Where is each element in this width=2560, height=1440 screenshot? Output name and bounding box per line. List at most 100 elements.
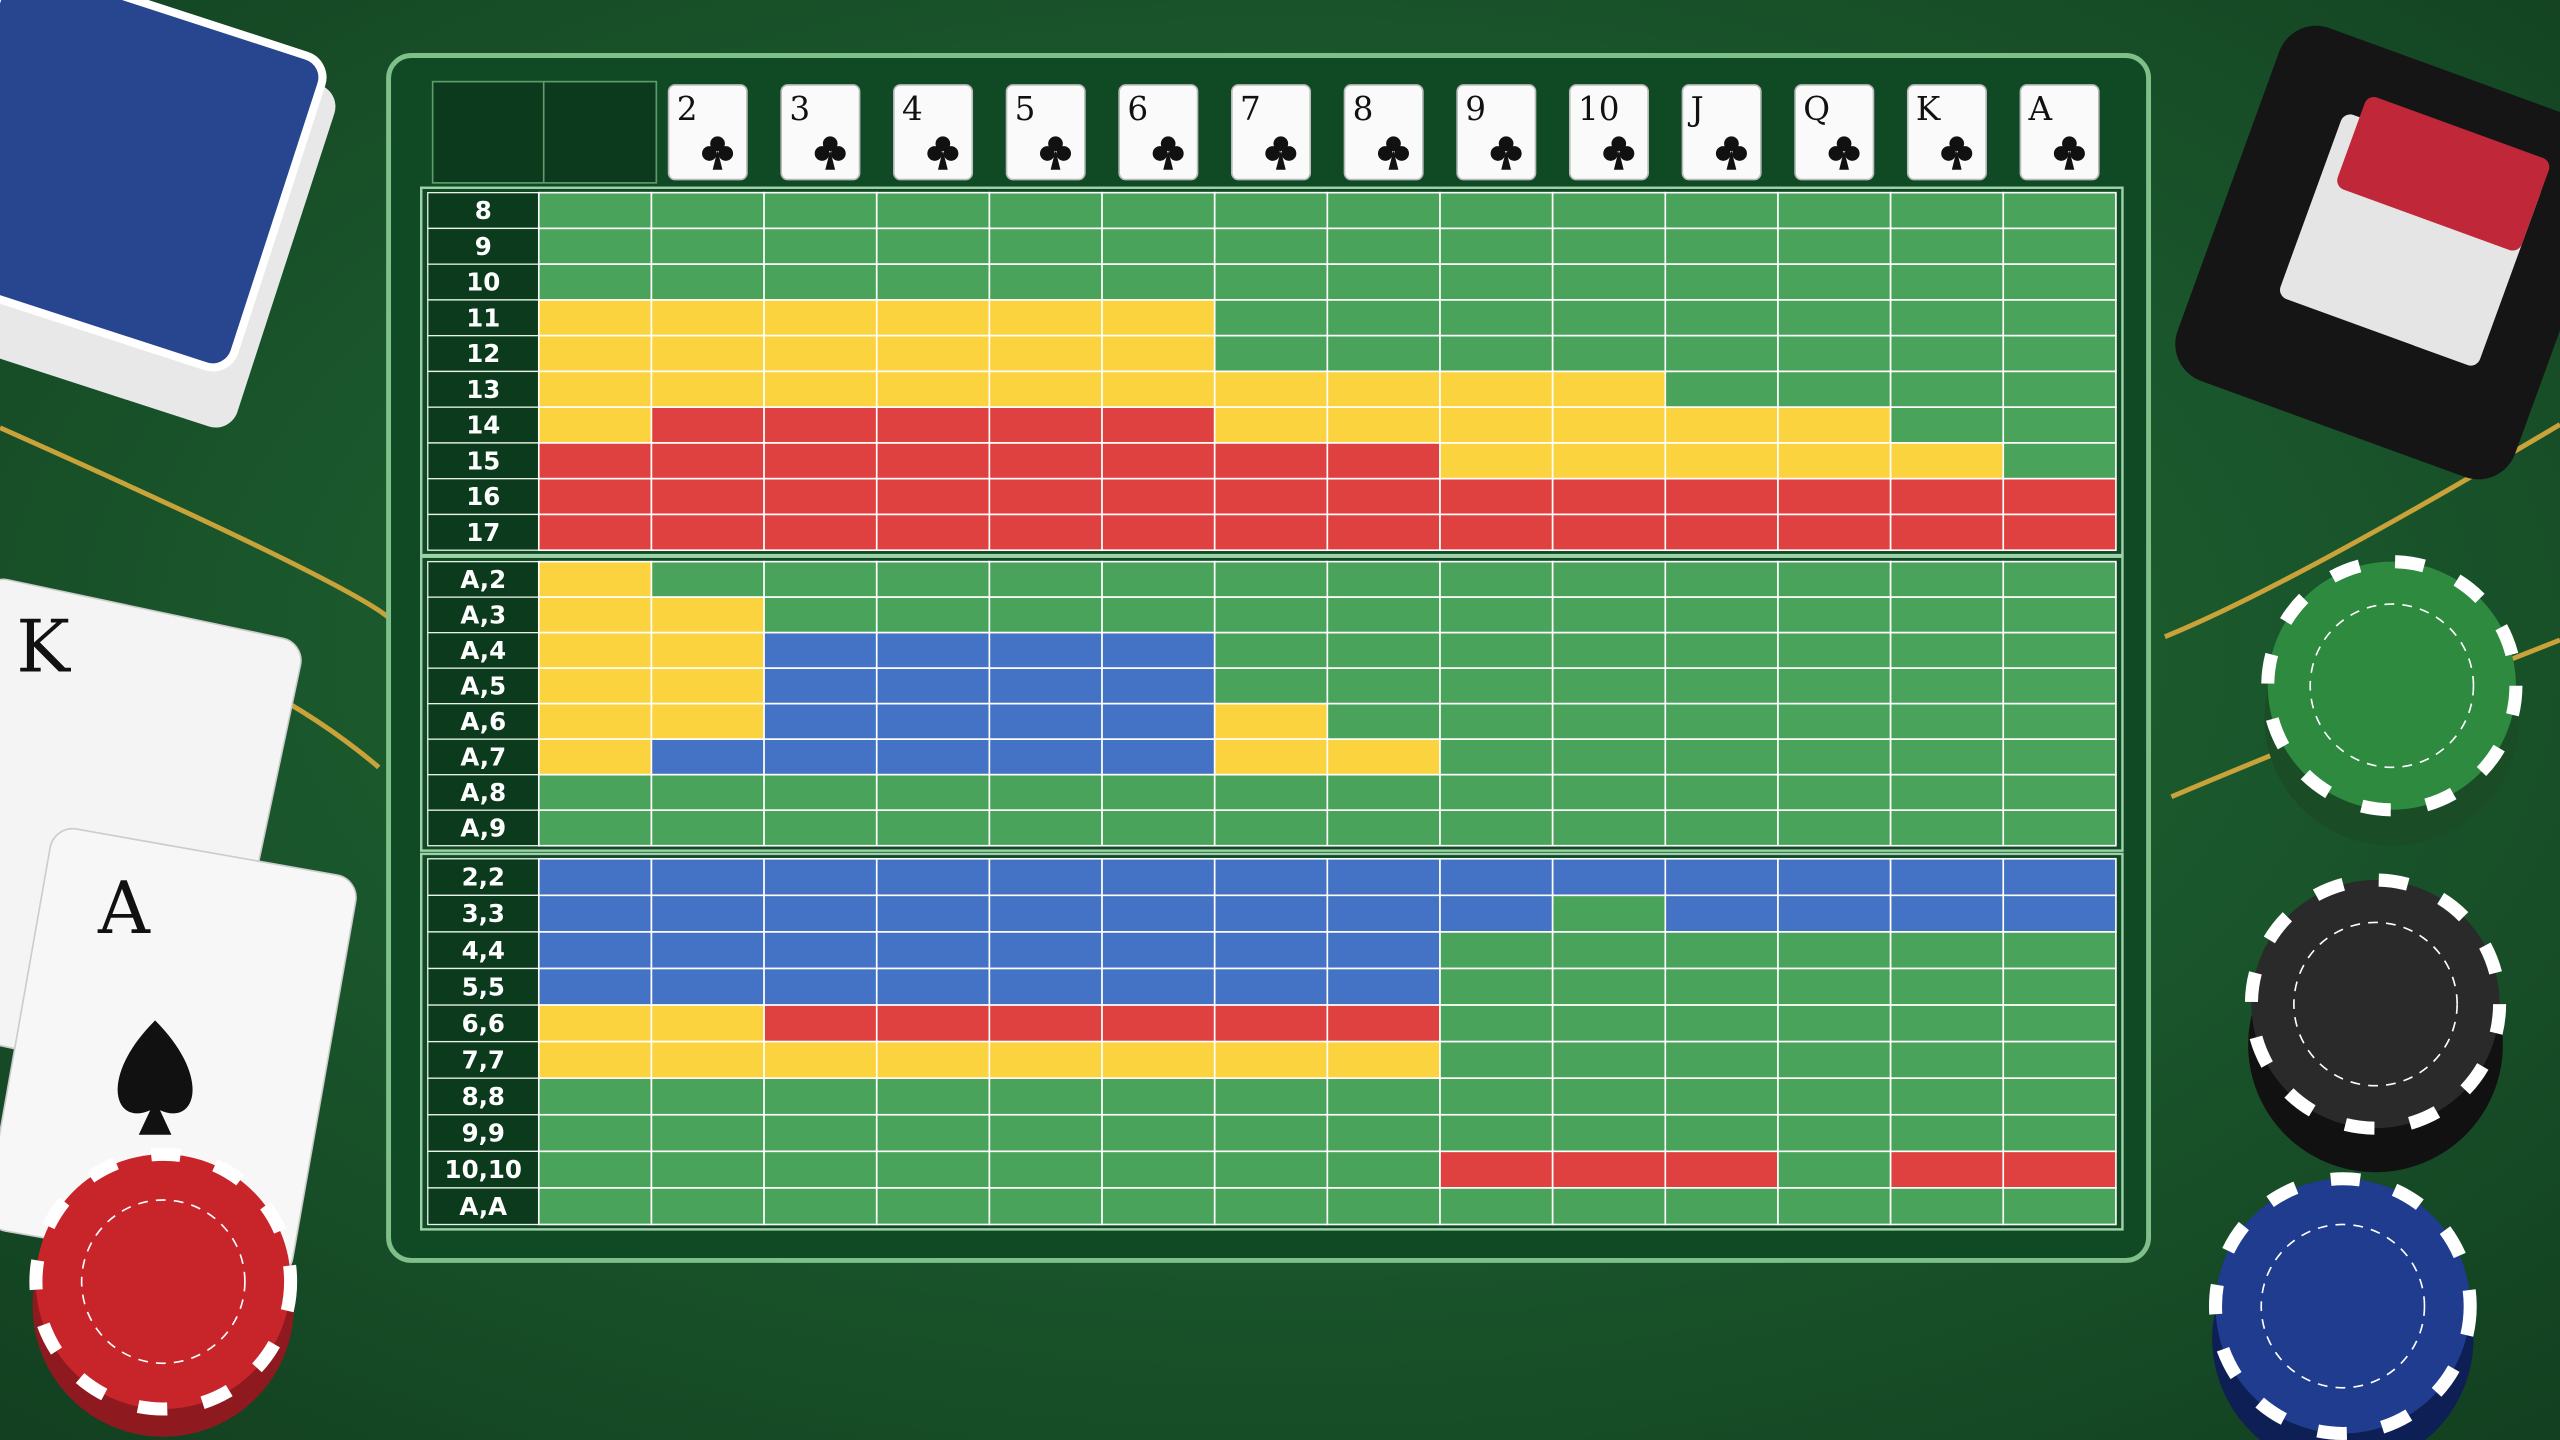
- card-shoe: [2175, 25, 2560, 480]
- strategy-cell: [1213, 227, 1329, 265]
- strategy-cell: [650, 191, 765, 230]
- strategy-cell: [537, 809, 653, 847]
- strategy-cell: [763, 967, 878, 1006]
- club-icon: [702, 146, 717, 161]
- strategy-cell: [1213, 1004, 1329, 1043]
- strategy-cell: [1777, 1040, 1892, 1080]
- club-icon: [1394, 146, 1409, 161]
- row-label-cell: [427, 894, 540, 933]
- strategy-cell: [1664, 560, 1779, 598]
- club-icon: [2064, 150, 2075, 170]
- club-icon: [1040, 146, 1055, 161]
- strategy-cell: [875, 857, 991, 897]
- strategy-cell: [988, 442, 1103, 480]
- section-frame: [420, 852, 2124, 1231]
- strategy-cell: [1777, 667, 1892, 705]
- strategy-cell: [763, 631, 878, 669]
- strategy-cell: [537, 894, 653, 933]
- strategy-cell: [763, 299, 878, 337]
- strategy-cell: [650, 334, 765, 373]
- strategy-cell: [1664, 1113, 1779, 1153]
- strategy-cell: [988, 299, 1103, 337]
- strategy-cell: [1551, 299, 1667, 337]
- strategy-cell: [988, 1004, 1103, 1043]
- strategy-cell: [1551, 1004, 1667, 1043]
- club-icon: [937, 150, 948, 170]
- strategy-cell: [875, 702, 991, 740]
- row-label-cell: [427, 738, 540, 776]
- strategy-cell: [2002, 596, 2117, 634]
- row-label: A,7: [460, 743, 506, 772]
- strategy-cell: [537, 631, 653, 669]
- strategy-cell: [650, 931, 765, 970]
- strategy-cell: [1889, 477, 2005, 516]
- strategy-cell: [1213, 299, 1329, 337]
- strategy-cell: [988, 1040, 1103, 1080]
- strategy-cell: [1439, 477, 1554, 516]
- club-icon: [1732, 146, 1747, 161]
- row-label-cell: [427, 1004, 540, 1043]
- strategy-cell: [2002, 1150, 2117, 1189]
- strategy-cell: [1101, 667, 1216, 705]
- strategy-cell: [537, 702, 653, 740]
- strategy-cell: [1101, 809, 1216, 847]
- strategy-cell: [1326, 334, 1441, 373]
- strategy-cell: [1664, 299, 1779, 337]
- strategy-cell: [1777, 894, 1892, 933]
- strategy-cell: [763, 596, 878, 634]
- strategy-cell: [650, 1040, 765, 1080]
- strategy-cell: [1889, 1004, 2005, 1043]
- row-label: 8: [475, 196, 492, 225]
- strategy-cell: [875, 894, 991, 933]
- strategy-cell: [1664, 227, 1779, 265]
- strategy-cell: [1326, 967, 1441, 1006]
- row-label: 12: [466, 339, 500, 368]
- strategy-cell: [1213, 334, 1329, 373]
- strategy-cell: [1889, 773, 2005, 812]
- strategy-cell: [1101, 773, 1216, 812]
- club-icon: [825, 150, 836, 170]
- row-label-cell: [427, 560, 540, 598]
- strategy-cell: [650, 406, 765, 444]
- strategy-cell: [2002, 667, 2117, 705]
- strategy-cell: [1889, 334, 2005, 373]
- strategy-cell: [875, 738, 991, 776]
- card-deck: [0, 0, 336, 428]
- strategy-cell: [2002, 227, 2117, 265]
- strategy-cell: [650, 299, 765, 337]
- row-label: A,A: [459, 1192, 507, 1221]
- strategy-cell: [1213, 894, 1329, 933]
- club-icon: [943, 146, 959, 161]
- strategy-cell: [763, 894, 878, 933]
- strategy-cell: [1101, 1077, 1216, 1116]
- strategy-cell: [1213, 1040, 1329, 1080]
- strategy-cell: [1439, 738, 1554, 776]
- strategy-cell: [1664, 1040, 1779, 1080]
- strategy-cell: [1551, 773, 1667, 812]
- strategy-cell: [1889, 1187, 2005, 1226]
- strategy-cell: [875, 773, 991, 812]
- strategy-cell: [1664, 809, 1779, 847]
- strategy-cell: [537, 442, 653, 480]
- strategy-cell: [1664, 191, 1779, 230]
- strategy-cell: [2002, 191, 2117, 230]
- strategy-cell: [1551, 263, 1667, 301]
- strategy-cell: [763, 1187, 878, 1226]
- strategy-cell: [2002, 370, 2117, 408]
- strategy-cell: [1664, 967, 1779, 1006]
- row-label: 14: [466, 411, 500, 440]
- strategy-cell: [875, 560, 991, 598]
- strategy-cell: [1551, 370, 1667, 408]
- strategy-cell: [1889, 667, 2005, 705]
- strategy-cell: [650, 227, 765, 265]
- strategy-cell: [1664, 263, 1779, 301]
- club-icon: [1949, 136, 1965, 152]
- strategy-cell: [2002, 1040, 2117, 1080]
- club-icon: [1498, 136, 1514, 152]
- strategy-cell: [1777, 967, 1892, 1006]
- strategy-cell: [537, 299, 653, 337]
- strategy-cell: [1439, 1004, 1554, 1043]
- strategy-cell: [1326, 513, 1441, 552]
- column-label: A: [2028, 90, 2053, 128]
- strategy-cell: [1213, 631, 1329, 669]
